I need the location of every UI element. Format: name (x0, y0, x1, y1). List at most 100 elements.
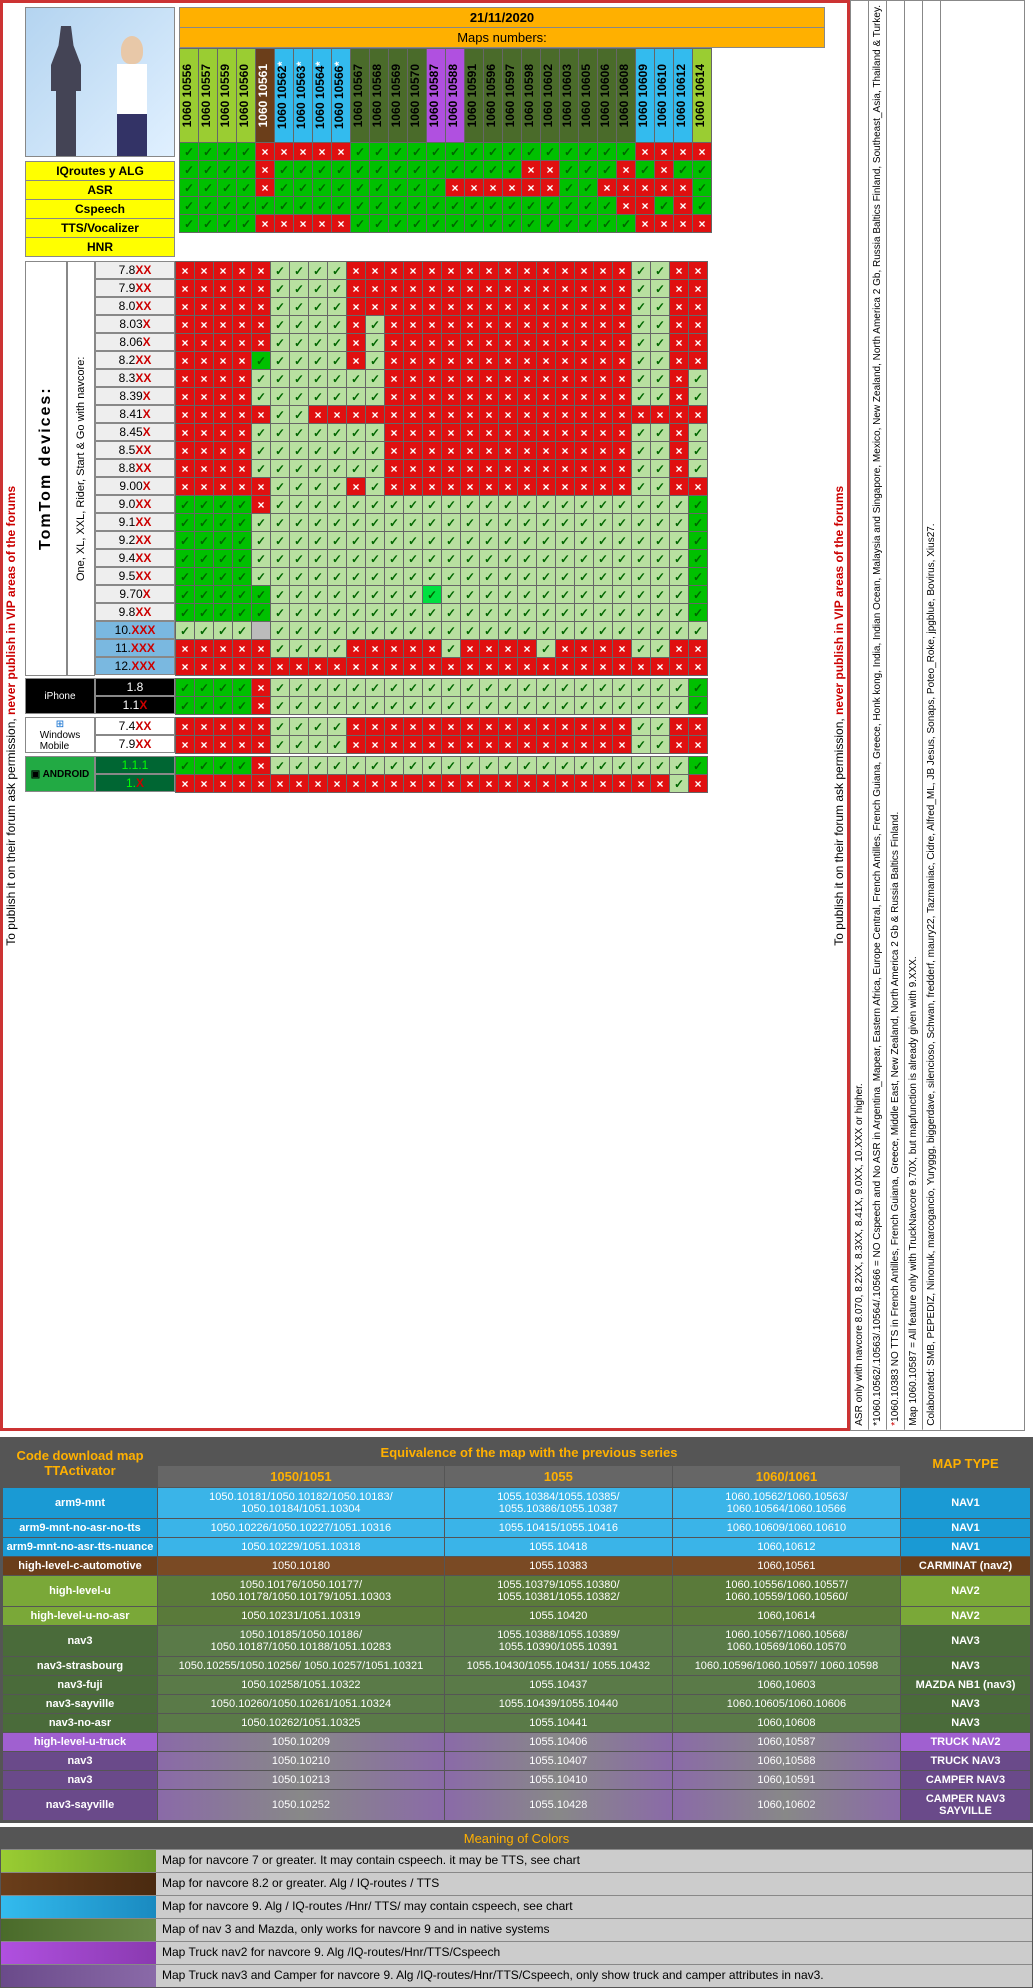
compat-cell: ✓ (670, 697, 689, 715)
compat-cell: ✓ (537, 679, 556, 697)
compat-cell: ✓ (556, 604, 575, 622)
compat-cell: ✓ (632, 736, 651, 754)
compat-cell: × (480, 334, 499, 352)
compat-cell: × (613, 280, 632, 298)
version-label: 10.XXX (95, 621, 175, 639)
compat-cell: ✓ (233, 568, 252, 586)
equiv-code: high-level-u-no-asr (3, 1606, 158, 1625)
compat-cell: ✓ (290, 298, 309, 316)
compat-cell: × (423, 406, 442, 424)
compat-cell: × (575, 298, 594, 316)
compat-cell: × (499, 478, 518, 496)
compat-cell: ✓ (632, 496, 651, 514)
compat-cell: ✓ (195, 550, 214, 568)
compat-cell: ✓ (499, 568, 518, 586)
compat-cell: × (480, 262, 499, 280)
equiv-type: NAV3 (901, 1713, 1031, 1732)
compat-cell: ✓ (366, 460, 385, 478)
compat-cell: ✓ (689, 460, 708, 478)
compat-cell: ✓ (233, 757, 252, 775)
compat-cell: × (689, 718, 708, 736)
compat-cell: × (556, 775, 575, 793)
compat-cell: × (613, 442, 632, 460)
compat-cell: ✓ (408, 197, 427, 215)
compat-cell: ✓ (651, 640, 670, 658)
compat-cell: ✓ (290, 262, 309, 280)
compat-cell: ✓ (199, 179, 218, 197)
compat-cell: × (252, 718, 271, 736)
compat-cell: ✓ (518, 550, 537, 568)
compat-cell: ✓ (271, 532, 290, 550)
compat-cell: ✓ (670, 679, 689, 697)
compat-cell: ✓ (328, 352, 347, 370)
compat-cell: × (195, 262, 214, 280)
compat-cell: × (556, 424, 575, 442)
compat-cell: × (214, 388, 233, 406)
compat-cell: × (689, 775, 708, 793)
compat-cell: × (176, 298, 195, 316)
equiv-val: 1055.10439/1055.10440 (444, 1694, 672, 1713)
compat-cell: ✓ (556, 757, 575, 775)
compat-cell: × (636, 143, 655, 161)
compat-cell: ✓ (233, 550, 252, 568)
compat-cell: × (632, 658, 651, 676)
compat-cell: ✓ (617, 143, 636, 161)
compat-cell: ✓ (518, 604, 537, 622)
compat-cell: ✓ (389, 215, 408, 233)
compat-cell: ✓ (271, 406, 290, 424)
compat-cell: × (499, 280, 518, 298)
compat-cell: ✓ (518, 622, 537, 640)
compat-cell: ✓ (689, 496, 708, 514)
compat-cell: × (347, 658, 366, 676)
compat-cell: × (461, 460, 480, 478)
date-bar: 21/11/2020 (179, 7, 825, 28)
map-header: 1060 10596 (484, 49, 503, 143)
compat-cell: ✓ (461, 679, 480, 697)
compat-cell: × (499, 775, 518, 793)
compat-cell: ✓ (214, 586, 233, 604)
compat-cell: ✓ (176, 514, 195, 532)
compat-cell: ✓ (651, 757, 670, 775)
compat-cell: ✓ (423, 496, 442, 514)
compat-cell: × (214, 640, 233, 658)
compat-cell: × (347, 262, 366, 280)
compat-cell: × (689, 352, 708, 370)
compat-cell: × (518, 262, 537, 280)
compat-cell: ✓ (579, 215, 598, 233)
compat-cell: × (613, 352, 632, 370)
compat-cell: ✓ (575, 604, 594, 622)
compat-cell: ✓ (423, 586, 442, 604)
compat-cell: × (518, 736, 537, 754)
compat-cell: × (689, 262, 708, 280)
compat-cell: ✓ (632, 679, 651, 697)
equiv-val: 1060,10588 (672, 1751, 900, 1770)
compat-cell: × (423, 478, 442, 496)
compat-cell: ✓ (351, 197, 370, 215)
compat-cell: ✓ (670, 757, 689, 775)
compat-cell: × (670, 406, 689, 424)
compat-cell: ✓ (290, 550, 309, 568)
compat-cell: × (404, 640, 423, 658)
compat-cell: ✓ (290, 736, 309, 754)
compat-cell: × (537, 658, 556, 676)
compat-cell: ✓ (313, 197, 332, 215)
compat-cell: ✓ (499, 550, 518, 568)
equiv-val: 1055.10415/1055.10416 (444, 1518, 672, 1537)
map-header: 1060 10567 (351, 49, 370, 143)
compat-cell: ✓ (366, 352, 385, 370)
compat-cell: × (499, 406, 518, 424)
compat-cell: × (233, 718, 252, 736)
compat-cell: ✓ (541, 215, 560, 233)
compat-cell: × (214, 406, 233, 424)
compat-cell: × (655, 215, 674, 233)
compat-cell: × (442, 406, 461, 424)
compat-cell: ✓ (404, 532, 423, 550)
compat-cell: ✓ (446, 161, 465, 179)
compat-cell: ✓ (271, 280, 290, 298)
compat-cell: ✓ (537, 697, 556, 715)
compat-cell: × (518, 658, 537, 676)
compat-cell: × (636, 197, 655, 215)
version-label: 8.0XX (95, 297, 175, 315)
compat-cell: ✓ (689, 586, 708, 604)
compat-cell: × (689, 280, 708, 298)
